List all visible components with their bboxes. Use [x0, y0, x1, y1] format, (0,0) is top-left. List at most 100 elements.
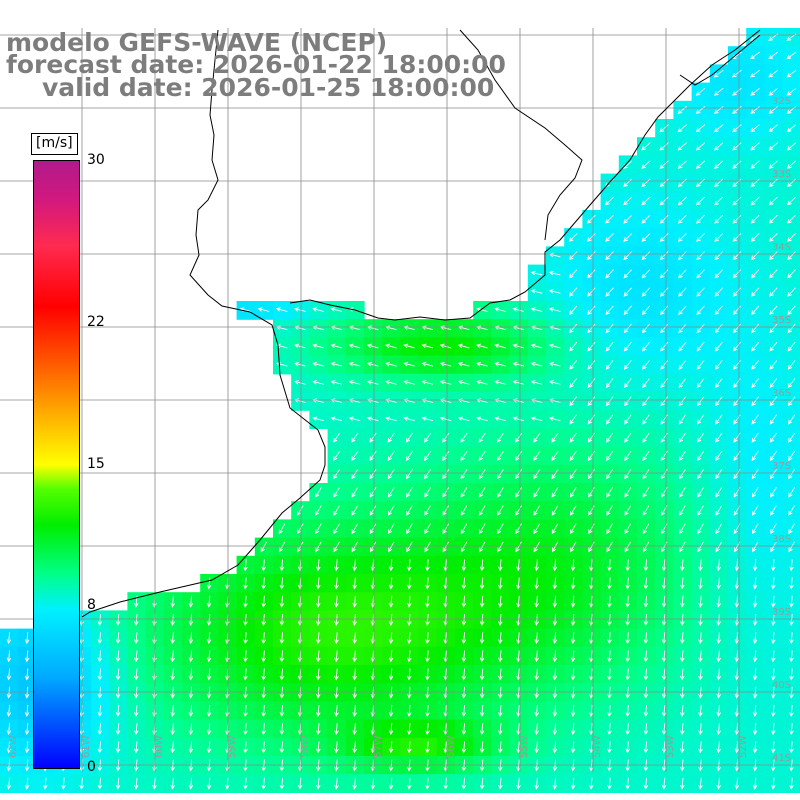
wind-arrow: [679, 632, 685, 645]
wind-arrow: [625, 559, 630, 572]
wind-arrow: [713, 69, 724, 78]
wind-arrow: [457, 343, 470, 349]
wind-arrow: [366, 343, 379, 349]
longitude-label: 52W: [738, 735, 749, 758]
wind-arrow: [696, 323, 705, 334]
wind-arrow: [552, 650, 558, 663]
wind-arrow: [659, 251, 669, 261]
wind-arrow: [661, 559, 667, 572]
wind-arrow: [768, 51, 779, 60]
wind-arrow: [352, 777, 357, 790]
wind-arrow: [697, 432, 705, 443]
wind-arrow: [587, 414, 596, 425]
wind-arrow: [786, 142, 797, 151]
wind-arrow: [751, 487, 759, 498]
wind-arrow: [366, 361, 379, 367]
wind-arrow: [770, 741, 776, 754]
wind-arrow: [605, 269, 614, 279]
wind-arrow: [461, 668, 467, 681]
wind-arrow: [752, 613, 758, 626]
wind-arrow: [732, 142, 742, 151]
wind-arrow: [279, 704, 285, 717]
wind-arrow: [625, 632, 630, 645]
wind-arrow: [605, 214, 614, 224]
wind-arrow: [768, 196, 778, 206]
wind-arrow: [406, 487, 413, 498]
wind-arrow: [369, 450, 377, 462]
wind-arrow: [659, 233, 669, 242]
wind-arrow: [421, 380, 434, 385]
wind-arrow: [406, 741, 412, 754]
wind-arrow: [497, 559, 503, 572]
wind-arrow: [261, 632, 266, 645]
wind-arrow: [425, 704, 430, 717]
wind-arrow: [588, 723, 594, 736]
wind-arrow: [716, 559, 721, 572]
wind-arrow: [461, 723, 467, 736]
wind-arrow: [388, 668, 394, 681]
wind-arrow: [788, 487, 795, 498]
wind-arrow: [587, 360, 596, 370]
wind-arrow: [641, 305, 651, 316]
wind-arrow: [697, 487, 704, 498]
wind-arrow: [333, 450, 341, 462]
wind-arrow: [512, 343, 525, 349]
wind-arrow: [297, 541, 304, 553]
wind-arrow: [607, 559, 612, 572]
wind-arrow: [716, 595, 721, 608]
wind-arrow: [732, 87, 742, 96]
wind-arrow: [406, 523, 413, 535]
wind-arrow: [643, 632, 649, 645]
wind-arrow: [607, 741, 612, 754]
wind-arrow: [750, 287, 760, 297]
wind-arrow: [641, 251, 651, 261]
wind-arrow: [768, 69, 779, 78]
wind-arrow: [624, 432, 632, 443]
wind-arrow: [679, 704, 685, 717]
wind-arrow: [642, 360, 650, 370]
wind-arrow: [278, 541, 286, 553]
wind-arrow: [97, 723, 103, 736]
wind-arrow: [294, 343, 306, 349]
wind-arrow: [661, 723, 667, 736]
map-title-model: modelo GEFS-WAVE (NCEP): [6, 28, 388, 57]
wind-arrow: [696, 360, 705, 370]
wind-arrow: [333, 487, 340, 498]
wind-arrow: [330, 343, 343, 349]
wind-arrow: [530, 380, 543, 385]
wind-arrow: [750, 178, 760, 188]
longitude-label: 57W: [373, 735, 384, 758]
wind-arrow: [570, 632, 576, 645]
wind-arrow: [534, 559, 539, 572]
wind-arrow: [677, 160, 687, 169]
wind-arrow: [607, 577, 612, 590]
wind-arrow: [752, 741, 758, 754]
wind-arrow: [170, 650, 175, 663]
wind-arrow: [461, 650, 467, 663]
wind-arrow: [424, 469, 432, 480]
wind-arrow: [768, 142, 778, 151]
wind-arrow: [494, 380, 506, 385]
wind-arrow: [713, 106, 724, 115]
wind-arrow: [734, 577, 740, 590]
wind-arrow: [770, 541, 777, 553]
wind-arrow: [605, 378, 614, 389]
wind-arrow: [552, 632, 558, 645]
wind-arrow: [661, 632, 667, 645]
wind-arrow: [697, 541, 704, 553]
wind-arrow: [787, 214, 796, 224]
wind-arrow: [752, 595, 758, 608]
wind-arrows: [6, 33, 797, 790]
wind-arrow: [698, 704, 703, 717]
wind-arrow: [366, 380, 379, 385]
wind-arrow: [714, 251, 724, 261]
wind-arrow: [333, 541, 340, 553]
wind-arrow: [698, 723, 703, 736]
wind-arrow: [406, 723, 412, 736]
wind-arrow: [769, 269, 778, 279]
wind-arrow: [751, 396, 759, 407]
wind-arrow: [243, 704, 248, 717]
wind-arrow: [624, 378, 632, 389]
wind-arrow: [534, 595, 539, 608]
wind-arrow: [188, 723, 194, 736]
